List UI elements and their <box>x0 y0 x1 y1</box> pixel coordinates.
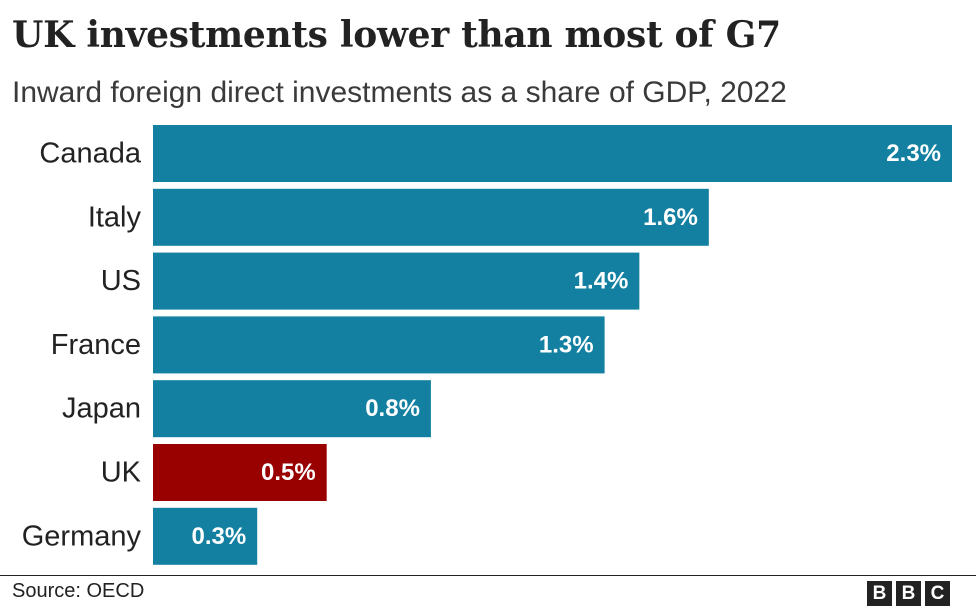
bar-uk <box>153 444 327 501</box>
category-label-canada: Canada <box>39 138 141 170</box>
source-note: Source: OECD <box>12 580 145 602</box>
bar-france <box>153 316 605 374</box>
value-label-italy: 1.6% <box>643 204 698 231</box>
value-label-uk: 0.5% <box>261 459 316 486</box>
value-label-japan: 0.8% <box>365 395 420 422</box>
category-label-japan: Japan <box>62 393 141 425</box>
bar-us <box>153 252 640 310</box>
value-label-germany: 0.3% <box>192 523 247 550</box>
category-label-uk: UK <box>101 457 142 489</box>
value-label-us: 1.4% <box>574 268 629 295</box>
chart-title: UK investments lower than most of G7 <box>12 14 781 56</box>
category-label-germany: Germany <box>22 520 142 552</box>
bbc-logo-letter-b2: B <box>896 581 921 606</box>
category-label-italy: Italy <box>88 201 142 233</box>
bar-germany <box>153 507 258 565</box>
bar-japan <box>153 380 431 438</box>
category-label-france: France <box>51 329 141 361</box>
bbc-logo: B B C <box>867 581 950 606</box>
value-label-canada: 2.3% <box>886 140 941 167</box>
bar-canada <box>153 125 952 182</box>
chart-subtitle: Inward foreign direct investments as a s… <box>12 76 787 109</box>
bbc-logo-letter-c: C <box>925 581 950 606</box>
value-label-france: 1.3% <box>539 331 594 358</box>
bar-chart: Canada 2.3% Italy 1.6% US 1.4% France 1.3% Japan… <box>22 125 952 565</box>
footer-rule <box>0 575 976 576</box>
bbc-logo-letter-b1: B <box>867 581 892 606</box>
category-label-us: US <box>101 265 141 297</box>
bar-italy <box>153 188 709 246</box>
